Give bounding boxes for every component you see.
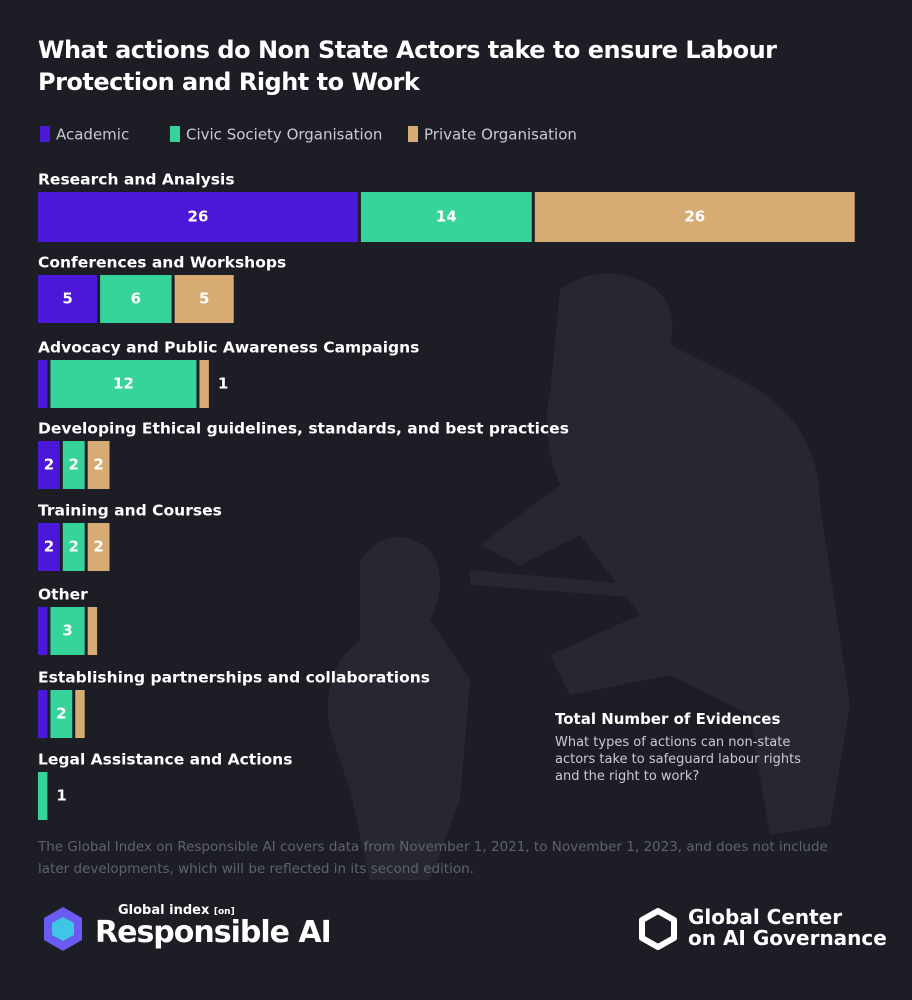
annotation-title: Total Number of Evidences [555, 710, 781, 728]
bar-segment [360, 192, 532, 242]
bar-segment [62, 441, 85, 489]
bar-segment [87, 523, 110, 571]
bar-segment [38, 441, 60, 489]
data-label: 2 [69, 538, 79, 556]
bar-segment [38, 772, 48, 820]
data-label: 2 [69, 456, 79, 474]
logo-text: Responsible AI [95, 915, 332, 950]
bar-segment [38, 192, 358, 242]
bar-segment [50, 360, 197, 408]
bar-segment [50, 690, 73, 738]
category-label: Developing Ethical guidelines, standards… [38, 420, 569, 438]
legend-swatch [170, 126, 180, 142]
legend-swatch [408, 126, 418, 142]
bar-segment [534, 192, 855, 242]
data-label: 26 [188, 208, 209, 226]
logo-text: Global Center [688, 905, 843, 929]
logo-text: [on] [213, 907, 235, 917]
data-label: 2 [56, 705, 66, 723]
annotation: Total Number of Evidences What types of … [555, 710, 815, 785]
bar-segment [38, 523, 60, 571]
category-label: Training and Courses [38, 502, 222, 520]
bar-segment [87, 607, 98, 655]
legend-label: Academic [56, 126, 129, 144]
category-label: Legal Assistance and Actions [38, 751, 292, 769]
category-label: Establishing partnerships and collaborat… [38, 669, 430, 687]
bar-segment [50, 607, 85, 655]
data-label: 3 [62, 622, 72, 640]
logo-icon [639, 908, 677, 950]
data-label: 26 [684, 208, 705, 226]
legend-label: Civic Society Organisation [186, 126, 382, 144]
bar-segment [87, 441, 110, 489]
bar-segment [62, 523, 85, 571]
bar-segment [199, 360, 209, 408]
category-label: Advocacy and Public Awareness Campaigns [38, 339, 419, 357]
title-part: Non State Actors [257, 36, 480, 64]
category-label: Conferences and Workshops [38, 254, 286, 272]
legend-label: Private Organisation [424, 126, 577, 144]
category-label: Research and Analysis [38, 171, 235, 189]
data-label: 1 [56, 787, 66, 805]
data-label: 14 [436, 208, 457, 226]
bar-segment [38, 275, 98, 323]
data-label: 2 [44, 456, 54, 474]
data-label: 2 [93, 456, 103, 474]
category-label: Other [38, 586, 88, 604]
bar-segment [38, 690, 48, 738]
legend-swatch [40, 126, 50, 142]
logo-text: on AI Governance [688, 926, 887, 950]
bar-segment [75, 690, 85, 738]
data-label: 5 [62, 290, 72, 308]
logo-icon [44, 907, 82, 951]
bar-segment [100, 275, 172, 323]
data-label: 6 [131, 290, 141, 308]
footnote: The Global Index on Responsible AI cover… [38, 839, 828, 877]
chart-title: What actions do Non State Actors take to… [38, 34, 838, 98]
silhouette [328, 273, 850, 880]
data-label: 5 [199, 290, 209, 308]
title-part: What actions do [38, 36, 251, 64]
data-label: 2 [44, 538, 54, 556]
logo-text: Global index [118, 903, 210, 918]
bar-segment [174, 275, 234, 323]
data-label: 2 [93, 538, 103, 556]
bar-segment [38, 360, 48, 408]
bar-segment [38, 607, 48, 655]
annotation-text: What types of actions can non-state acto… [555, 735, 801, 784]
data-label: 12 [113, 375, 134, 393]
data-label: 1 [218, 375, 228, 393]
title-part: take to ensure Labour Protection and Rig… [38, 36, 777, 96]
